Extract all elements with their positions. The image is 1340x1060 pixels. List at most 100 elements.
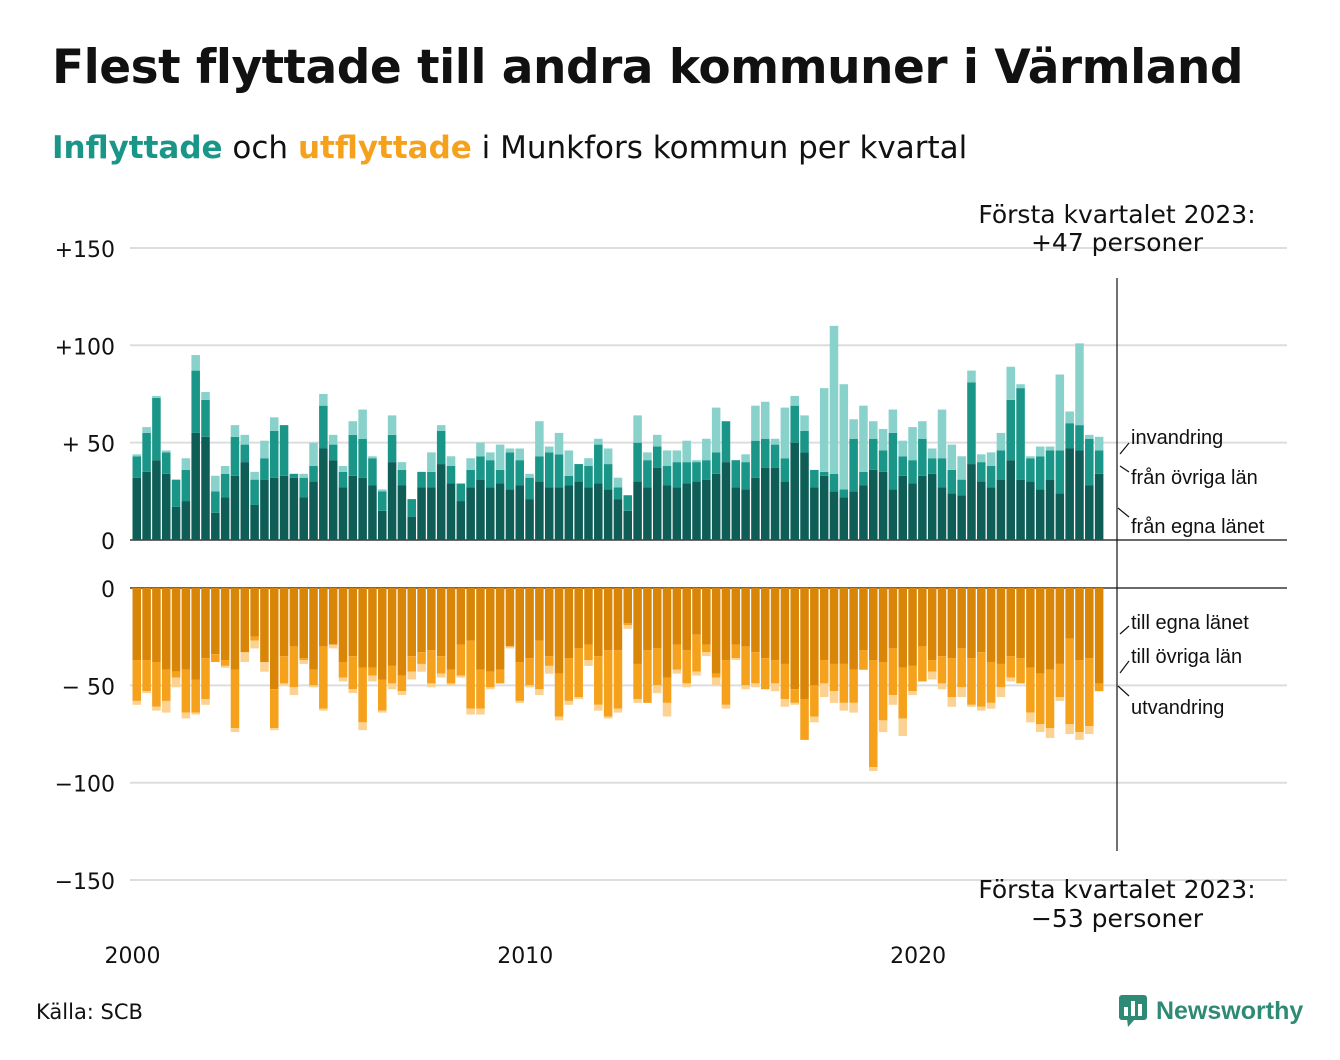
- bar-in-other: [623, 495, 633, 511]
- bar-in-own: [250, 504, 259, 540]
- bar-out-emig: [505, 646, 515, 649]
- bar-out-other: [269, 689, 279, 729]
- bar-in-own: [672, 487, 682, 540]
- bar-out-own: [1016, 588, 1025, 659]
- top-annotation-line2: +47 personer: [1031, 228, 1204, 257]
- bar-in-other: [142, 432, 151, 472]
- bar-in-immig: [358, 409, 367, 439]
- x-tick-label: 2020: [890, 944, 946, 969]
- bar-out-other: [152, 661, 161, 707]
- bar-out-other: [1094, 683, 1104, 692]
- bar-out-emig: [731, 658, 741, 661]
- bar-out-other: [220, 660, 230, 666]
- bar-out-other: [721, 660, 731, 705]
- bar-out-emig: [427, 683, 436, 688]
- bar-out-emig: [849, 702, 858, 713]
- bar-out-emig: [338, 677, 348, 682]
- bar-in-immig: [436, 425, 446, 431]
- bar-out-own: [544, 588, 554, 657]
- bar-out-other: [584, 644, 593, 661]
- bar-out-other: [869, 660, 878, 768]
- bar-out-emig: [269, 728, 279, 731]
- label-invandring: invandring: [1131, 427, 1223, 449]
- bar-in-other: [358, 438, 367, 478]
- bar-in-own: [535, 481, 544, 540]
- bar-in-immig: [368, 456, 377, 459]
- bar-in-other: [1065, 423, 1074, 449]
- bar-out-other: [898, 667, 907, 719]
- bar-out-other: [967, 658, 976, 705]
- bar-in-other: [201, 399, 210, 437]
- bar-in-immig: [839, 384, 849, 490]
- bar-in-own: [328, 460, 338, 540]
- bar-in-immig: [986, 452, 996, 467]
- bar-out-own: [947, 588, 957, 659]
- bar-in-own: [181, 501, 191, 540]
- x-tick-label: 2000: [105, 944, 161, 969]
- bar-in-immig: [643, 452, 652, 461]
- bar-out-emig: [652, 685, 662, 694]
- bottom-y-tick-label: − 50: [62, 675, 115, 700]
- bar-out-emig: [230, 728, 240, 733]
- bar-in-immig: [751, 405, 760, 441]
- bar-out-own: [348, 588, 358, 657]
- bar-out-emig: [466, 708, 475, 715]
- bar-out-own: [456, 588, 466, 645]
- bar-out-own: [515, 588, 525, 662]
- bar-in-own: [554, 487, 564, 540]
- bar-out-other: [800, 698, 809, 740]
- logo-text: Newsworthy: [1156, 996, 1304, 1025]
- bar-out-other: [358, 667, 367, 723]
- bar-out-other: [790, 689, 799, 703]
- bar-in-other: [898, 456, 907, 476]
- bar-in-own: [574, 481, 583, 540]
- chart-area: 0 + 50 +100 +150 0 − 50 −100 −150 2000 2010 2020 F…: [55, 200, 1287, 969]
- bar-in-own: [986, 487, 996, 540]
- bar-out-other: [466, 640, 475, 709]
- bar-in-other: [495, 469, 505, 484]
- bar-out-other: [780, 663, 790, 699]
- bar-in-other: [378, 491, 387, 511]
- bar-in-immig: [250, 471, 259, 480]
- bar-in-own: [721, 462, 731, 540]
- bar-out-own: [751, 588, 760, 653]
- bar-in-other: [760, 438, 770, 468]
- bar-out-other: [525, 658, 534, 686]
- bar-out-emig: [554, 716, 564, 721]
- bar-out-own: [1075, 588, 1084, 661]
- bar-in-own: [603, 489, 613, 540]
- bar-out-emig: [1065, 724, 1074, 735]
- bar-out-own: [1094, 588, 1104, 684]
- bar-out-own: [878, 588, 888, 662]
- bar-in-other: [859, 471, 868, 486]
- bar-in-other: [397, 469, 407, 486]
- bar-out-other: [878, 661, 888, 721]
- bar-out-other: [977, 652, 986, 707]
- bar-out-emig: [564, 700, 574, 705]
- bar-in-other: [731, 460, 741, 488]
- bar-out-own: [299, 588, 308, 659]
- in-other-leader: [1119, 465, 1130, 473]
- bar-out-own: [260, 588, 269, 662]
- bar-in-own: [829, 491, 839, 540]
- bar-in-own: [191, 432, 200, 540]
- bar-out-other: [623, 623, 633, 625]
- bar-out-own: [790, 588, 799, 690]
- bar-in-immig: [505, 448, 515, 453]
- bar-in-own: [230, 475, 240, 540]
- bar-out-other: [819, 660, 829, 684]
- bar-out-own: [338, 588, 348, 662]
- bar-in-own: [495, 483, 505, 540]
- bar-out-emig: [682, 683, 691, 688]
- bar-in-own: [240, 462, 250, 540]
- bar-in-other: [986, 466, 996, 488]
- bottom-annotation-line2: −53 personer: [1031, 904, 1204, 933]
- bar-out-own: [387, 588, 397, 666]
- bar-out-own: [230, 588, 240, 670]
- bar-in-own: [201, 436, 210, 540]
- bar-in-other: [810, 469, 819, 488]
- bar-in-immig: [967, 370, 976, 383]
- bar-in-own: [466, 487, 475, 540]
- bar-out-emig: [662, 702, 672, 717]
- bar-in-own: [387, 462, 397, 540]
